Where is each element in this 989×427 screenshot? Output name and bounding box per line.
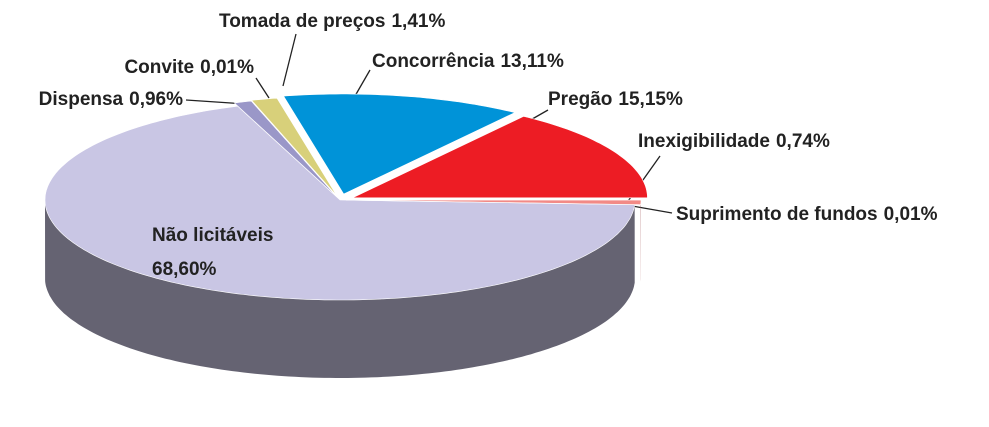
pie-wall xyxy=(45,200,635,378)
pie-slice xyxy=(283,93,516,195)
leader-line xyxy=(354,69,371,97)
slice-label: Suprimento de fundos 0,01% xyxy=(676,204,938,225)
category-name: Concorrência xyxy=(372,51,495,72)
category-name: Dispensa xyxy=(39,89,124,110)
leader-line xyxy=(282,33,297,87)
pie-slice xyxy=(44,105,636,301)
pie-slice xyxy=(345,199,642,206)
pie-slice xyxy=(251,97,338,197)
leader-line xyxy=(631,205,673,214)
value-label: 68,60% xyxy=(152,259,217,280)
category-name: Convite xyxy=(124,57,194,78)
slice-label: Convite 0,01% xyxy=(124,57,254,78)
pie-walls xyxy=(45,200,641,378)
slice-label: Pregão 15,15% xyxy=(548,89,683,110)
slice-label: Não licitáveis 68,60% xyxy=(152,225,273,280)
slice-label: Concorrência 13,11% xyxy=(372,51,564,72)
category-name: Não licitáveis xyxy=(152,225,273,246)
value-label: 0,01% xyxy=(884,204,938,225)
value-label: 0,96% xyxy=(129,89,183,110)
category-name: Inexigibilidade xyxy=(638,131,770,152)
slice-label: Inexigibilidade 0,74% xyxy=(638,131,830,152)
slice-label: Tomada de preços 1,41% xyxy=(219,11,445,32)
slice-label: Dispensa 0,96% xyxy=(39,89,183,110)
value-label: 15,15% xyxy=(618,89,683,110)
category-name: Tomada de preços xyxy=(219,11,385,32)
category-name: Pregão xyxy=(548,89,612,110)
pie-slice xyxy=(352,116,648,199)
value-label: 1,41% xyxy=(391,11,445,32)
leader-line xyxy=(255,77,270,99)
pie-slice xyxy=(251,100,338,197)
category-name: Suprimento de fundos xyxy=(676,204,878,225)
value-label: 0,01% xyxy=(200,57,254,78)
value-label: 0,74% xyxy=(776,131,830,152)
pie-tops xyxy=(44,93,648,301)
value-label: 13,11% xyxy=(500,51,563,72)
